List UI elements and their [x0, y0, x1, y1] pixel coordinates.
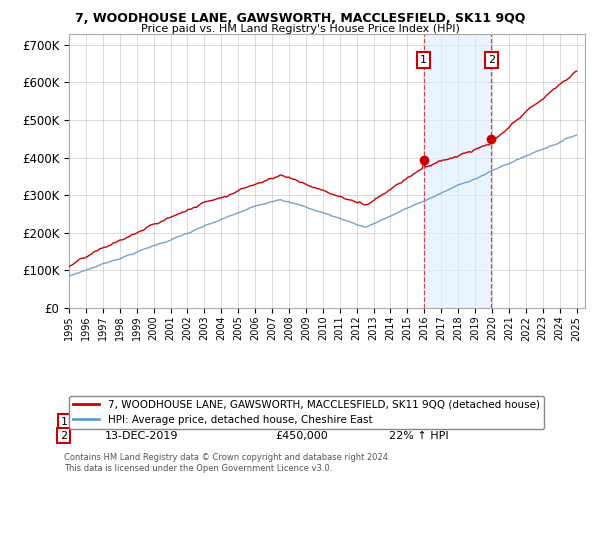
Text: 1: 1	[420, 55, 427, 65]
Legend: 7, WOODHOUSE LANE, GAWSWORTH, MACCLESFIELD, SK11 9QQ (detached house), HPI: Aver: 7, WOODHOUSE LANE, GAWSWORTH, MACCLESFIE…	[69, 395, 544, 429]
Text: 1: 1	[61, 417, 67, 427]
Text: 2: 2	[60, 431, 67, 441]
Bar	[424, 34, 491, 308]
Text: £395,000: £395,000	[275, 417, 328, 427]
Text: 2: 2	[488, 55, 495, 65]
Text: £450,000: £450,000	[275, 431, 328, 441]
Text: 16-DEC-2015: 16-DEC-2015	[105, 417, 178, 427]
Text: 25% ↑ HPI: 25% ↑ HPI	[389, 417, 448, 427]
Text: 13-DEC-2019: 13-DEC-2019	[105, 431, 179, 441]
Text: 7, WOODHOUSE LANE, GAWSWORTH, MACCLESFIELD, SK11 9QQ: 7, WOODHOUSE LANE, GAWSWORTH, MACCLESFIE…	[75, 12, 525, 25]
Text: Contains HM Land Registry data © Crown copyright and database right 2024.
This d: Contains HM Land Registry data © Crown c…	[64, 454, 391, 473]
Text: 22% ↑ HPI: 22% ↑ HPI	[389, 431, 449, 441]
Text: Price paid vs. HM Land Registry's House Price Index (HPI): Price paid vs. HM Land Registry's House …	[140, 24, 460, 34]
